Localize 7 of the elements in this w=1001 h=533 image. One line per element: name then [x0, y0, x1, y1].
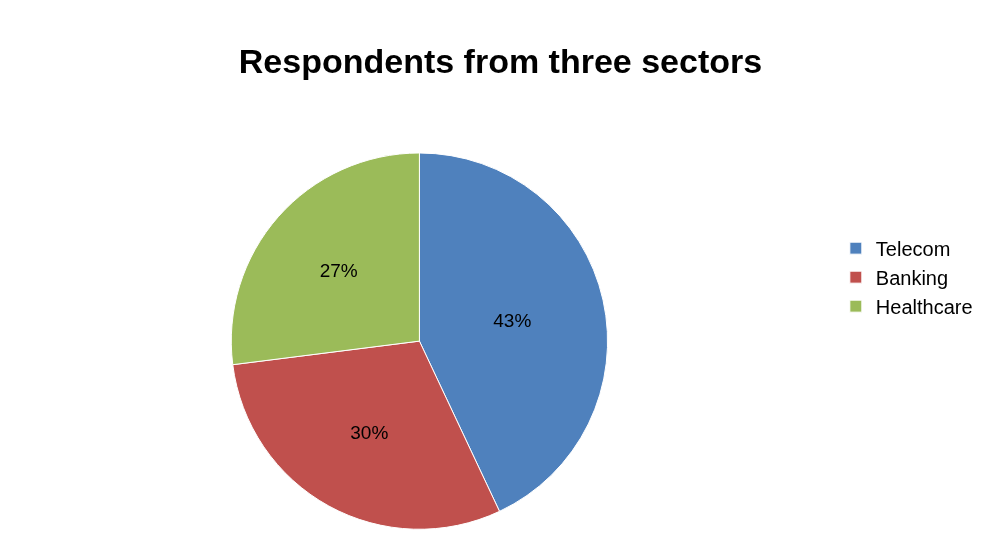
data-label: 30%	[350, 421, 389, 443]
legend-label: Telecom	[875, 237, 951, 260]
data-label: 27%	[319, 259, 358, 281]
chart-title: Respondents from three sectors	[238, 42, 763, 81]
data-label: 43%	[493, 309, 532, 331]
legend-label: Healthcare	[875, 295, 973, 318]
legend-label: Banking	[875, 266, 949, 289]
